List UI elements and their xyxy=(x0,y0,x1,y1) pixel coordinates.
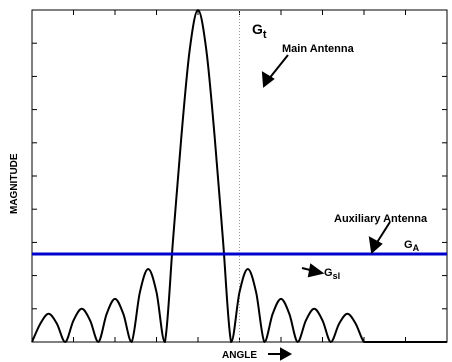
main-antenna-pattern-line xyxy=(31,8,447,344)
angle-arrow xyxy=(268,347,293,361)
sidelobe-arrow xyxy=(301,263,325,278)
main-peak-label: Gt xyxy=(252,21,267,41)
auxiliary-antenna-label: Auxiliary Antenna xyxy=(334,213,428,225)
auxiliary-antenna-arrow xyxy=(368,221,391,254)
x-axis-label: ANGLE xyxy=(222,350,257,361)
axis-ticks xyxy=(32,10,447,342)
sidelobe-gain-label: Gsl xyxy=(324,267,340,281)
auxiliary-gain-label: GA xyxy=(404,239,420,253)
main-antenna-arrow xyxy=(261,54,289,88)
y-axis-label: MAGNITUDE xyxy=(9,153,20,214)
main-antenna-label: Main Antenna xyxy=(282,43,355,55)
